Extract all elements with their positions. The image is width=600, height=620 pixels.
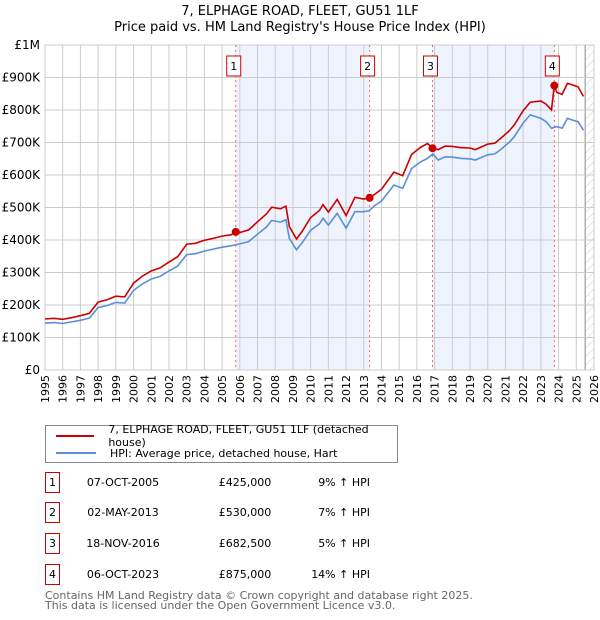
legend-item-property: 7, ELPHAGE ROAD, FLEET, GU51 1LF (detach… [56, 423, 397, 449]
hpi-series-line [44, 113, 585, 325]
x-tick-label: 2001 [145, 375, 158, 403]
x-tick-label: 2016 [411, 375, 424, 403]
sale-label-number: 1 [230, 60, 237, 73]
sale-hpi-diff: 5% ↑ HPI [318, 537, 370, 550]
sale-price: £682,500 [218, 537, 272, 550]
x-tick-label: 2017 [429, 375, 442, 403]
legend-label: 7, ELPHAGE ROAD, FLEET, GU51 1LF (detach… [108, 423, 369, 449]
sale-point [231, 227, 240, 236]
sale-hpi-diff: 9% ↑ HPI [318, 476, 370, 489]
y-tick-label: £600K [2, 168, 42, 182]
x-tick-label: 2004 [198, 375, 211, 403]
sale-row: 4 06-OCT-2023 £875,000 14% ↑ HPI [45, 564, 445, 586]
sale-row: 2 02-MAY-2013 £530,000 7% ↑ HPI [45, 502, 445, 524]
x-tick-label: 2010 [305, 375, 318, 403]
x-tick-label: 1996 [57, 375, 70, 403]
sale-label-box [422, 55, 438, 77]
x-tick-label: 2013 [358, 375, 371, 403]
sale-date: 06-OCT-2023 [86, 568, 160, 581]
x-tick-label: 2008 [269, 375, 282, 403]
x-tick-label: 2021 [499, 375, 512, 403]
sale-label-number: 4 [549, 60, 556, 73]
sale-price: £425,000 [218, 476, 272, 489]
legend-label: HPI: Average price, detached house, Hart [110, 446, 338, 460]
sale-point [550, 81, 559, 90]
sale-label-box [360, 55, 376, 77]
x-tick-label: 2011 [322, 375, 335, 403]
x-tick-label: 2012 [340, 375, 353, 403]
x-tick-label: 2006 [234, 375, 247, 403]
sale-number-badge: 3 [45, 533, 60, 554]
x-tick-label: 1999 [110, 375, 123, 403]
sale-date: 02-MAY-2013 [87, 506, 159, 519]
sale-row: 1 07-OCT-2005 £425,000 9% ↑ HPI [45, 472, 445, 494]
x-tick-label: 1995 [39, 375, 52, 403]
x-tick-label: 2002 [163, 375, 176, 403]
y-tick-label: £0 [25, 363, 40, 377]
plot-border [44, 44, 595, 371]
sale-date: 18-NOV-2016 [86, 537, 160, 550]
property-series-line [44, 82, 585, 321]
x-tick-label: 2023 [535, 375, 548, 403]
legend-swatch-blue [56, 452, 96, 454]
chart-title: 7, ELPHAGE ROAD, FLEET, GU51 1LF [181, 4, 419, 19]
sale-label-number: 3 [427, 60, 434, 73]
x-tick-label: 1998 [92, 375, 105, 403]
y-tick-label: £300K [2, 266, 42, 280]
x-tick-label: 2000 [128, 375, 141, 403]
legend-swatch-red [56, 435, 95, 437]
sale-price: £875,000 [218, 568, 272, 581]
sale-point [428, 144, 437, 153]
sale-number-badge: 2 [45, 502, 60, 523]
sale-date: 07-OCT-2005 [86, 476, 160, 489]
x-tick-label: 2009 [287, 375, 300, 403]
y-tick-label: £100K [2, 331, 42, 345]
x-tick-label: 2015 [393, 375, 406, 403]
sale-point [365, 193, 374, 202]
x-tick-label: 2003 [181, 375, 194, 403]
x-tick-label: 2022 [517, 375, 530, 403]
x-tick-label: 2024 [553, 375, 566, 403]
x-tick-label: 2019 [464, 375, 477, 403]
x-tick-label: 2005 [216, 375, 229, 403]
x-tick-label: 2014 [375, 375, 388, 403]
y-tick-label: £400K [2, 233, 42, 247]
y-tick-label: £500K [2, 201, 42, 215]
footer-copyright: Contains HM Land Registry data © Crown c… [45, 589, 473, 602]
legend-item-hpi: HPI: Average price, detached house, Hart [56, 445, 337, 461]
x-tick-label: 2025 [570, 375, 583, 403]
sale-number-badge: 1 [45, 472, 60, 493]
sale-hpi-diff: 14% ↑ HPI [311, 568, 370, 581]
sale-price: £530,000 [218, 506, 272, 519]
price-chart: 1995 1996 1997 1998 1999 2000 2001 2002 2003 2004… [2, 38, 600, 403]
x-tick-label: 2026 [588, 375, 600, 403]
chart-subtitle: Price paid vs. HM Land Registry's House … [114, 20, 486, 35]
y-tick-label: £700K [2, 136, 42, 150]
sale-hpi-diff: 7% ↑ HPI [318, 506, 370, 519]
y-tick-label: £900K [2, 71, 42, 85]
legend: 7, ELPHAGE ROAD, FLEET, GU51 1LF (detach… [45, 423, 398, 463]
sale-label-box [544, 55, 560, 77]
y-tick-label: £800K [2, 103, 42, 117]
x-tick-label: 2020 [482, 375, 495, 403]
y-tick-label: £1M [14, 38, 40, 52]
x-tick-label: 2007 [252, 375, 265, 403]
sale-label-box [226, 55, 242, 77]
sale-label-number: 2 [364, 60, 371, 73]
footer-licence: This data is licensed under the Open Gov… [45, 599, 396, 612]
x-tick-label: 1997 [74, 375, 87, 403]
x-tick-label: 2018 [446, 375, 459, 403]
y-tick-label: £200K [2, 298, 42, 312]
sale-row: 3 18-NOV-2016 £682,500 5% ↑ HPI [45, 533, 445, 555]
sale-number-badge: 4 [45, 564, 60, 585]
